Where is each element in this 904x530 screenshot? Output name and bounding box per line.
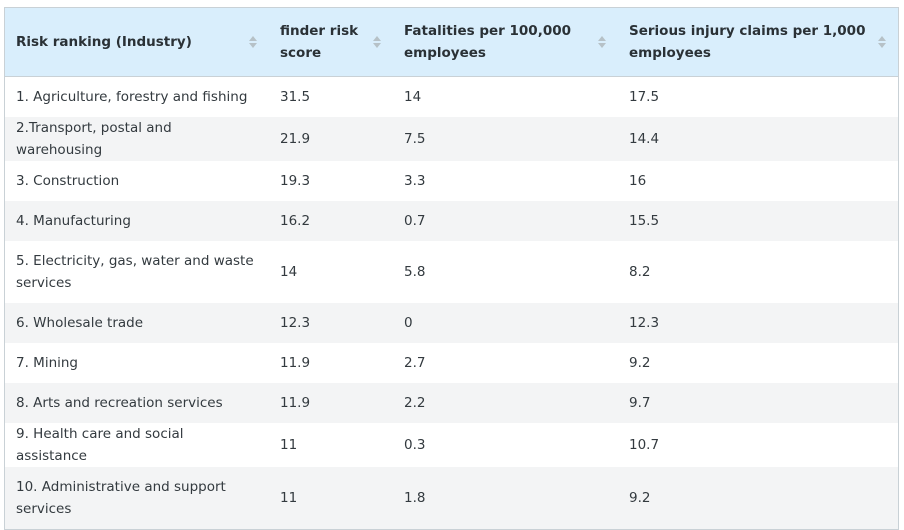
table-header: Risk ranking (Industry) finder risk scor…: [5, 8, 898, 77]
table-row: 6. Wholesale trade 12.3 0 12.3: [5, 302, 898, 343]
cell-industry: 1. Agriculture, forestry and fishing: [5, 76, 269, 117]
column-header-label: finder risk score: [280, 23, 359, 61]
sort-updown-icon[interactable]: [373, 36, 381, 48]
cell-injury-claims: 14.4: [618, 116, 898, 161]
cell-injury-claims: 9.2: [618, 466, 898, 529]
cell-fatalities: 1.8: [393, 466, 618, 529]
cell-fatalities: 14: [393, 76, 618, 117]
cell-industry: 6. Wholesale trade: [5, 302, 269, 343]
cell-injury-claims: 12.3: [618, 302, 898, 343]
cell-injury-claims: 15.5: [618, 200, 898, 241]
cell-industry: 3. Construction: [5, 160, 269, 201]
cell-injury-claims: 16: [618, 160, 898, 201]
cell-injury-claims: 8.2: [618, 240, 898, 303]
header-row: Risk ranking (Industry) finder risk scor…: [5, 8, 898, 77]
cell-risk-score: 16.2: [269, 200, 393, 241]
table-row: 2.Transport, postal and warehousing 21.9…: [5, 116, 898, 161]
column-header-injury-claims[interactable]: Serious injury claims per 1,000 employee…: [618, 8, 898, 77]
column-header-industry[interactable]: Risk ranking (Industry): [5, 8, 269, 77]
cell-risk-score: 11: [269, 422, 393, 467]
cell-risk-score: 14: [269, 240, 393, 303]
cell-industry: 2.Transport, postal and warehousing: [5, 116, 269, 161]
column-header-label: Serious injury claims per 1,000 employee…: [629, 23, 866, 61]
cell-fatalities: 3.3: [393, 160, 618, 201]
cell-fatalities: 5.8: [393, 240, 618, 303]
cell-industry: 10. Administrative and support services: [5, 466, 269, 529]
cell-risk-score: 11: [269, 466, 393, 529]
cell-fatalities: 2.7: [393, 342, 618, 383]
column-header-fatalities[interactable]: Fatalities per 100,000 employees: [393, 8, 618, 77]
table-row: 4. Manufacturing 16.2 0.7 15.5: [5, 200, 898, 241]
industry-risk-table-container: Risk ranking (Industry) finder risk scor…: [4, 7, 899, 530]
cell-fatalities: 0: [393, 302, 618, 343]
column-header-label: Fatalities per 100,000 employees: [404, 23, 571, 61]
cell-fatalities: 2.2: [393, 382, 618, 423]
cell-injury-claims: 9.7: [618, 382, 898, 423]
cell-risk-score: 11.9: [269, 342, 393, 383]
cell-injury-claims: 10.7: [618, 422, 898, 467]
cell-fatalities: 0.3: [393, 422, 618, 467]
cell-industry: 5. Electricity, gas, water and waste ser…: [5, 240, 269, 303]
column-header-risk-score[interactable]: finder risk score: [269, 8, 393, 77]
cell-risk-score: 19.3: [269, 160, 393, 201]
table-row: 9. Health care and social assistance 11 …: [5, 422, 898, 467]
cell-industry: 4. Manufacturing: [5, 200, 269, 241]
cell-risk-score: 21.9: [269, 116, 393, 161]
cell-industry: 9. Health care and social assistance: [5, 422, 269, 467]
sort-updown-icon[interactable]: [598, 36, 606, 48]
table-row: 7. Mining 11.9 2.7 9.2: [5, 342, 898, 383]
cell-injury-claims: 17.5: [618, 76, 898, 117]
table-row: 5. Electricity, gas, water and waste ser…: [5, 240, 898, 303]
cell-fatalities: 0.7: [393, 200, 618, 241]
table-row: 1. Agriculture, forestry and fishing 31.…: [5, 76, 898, 117]
sort-updown-icon[interactable]: [249, 36, 257, 48]
cell-risk-score: 11.9: [269, 382, 393, 423]
industry-risk-table: Risk ranking (Industry) finder risk scor…: [5, 8, 898, 529]
cell-fatalities: 7.5: [393, 116, 618, 161]
cell-industry: 8. Arts and recreation services: [5, 382, 269, 423]
table-row: 3. Construction 19.3 3.3 16: [5, 160, 898, 201]
cell-risk-score: 31.5: [269, 76, 393, 117]
cell-industry: 7. Mining: [5, 342, 269, 383]
column-header-label: Risk ranking (Industry): [16, 34, 192, 50]
table-body: 1. Agriculture, forestry and fishing 31.…: [5, 76, 898, 529]
table-row: 10. Administrative and support services …: [5, 466, 898, 529]
cell-injury-claims: 9.2: [618, 342, 898, 383]
table-row: 8. Arts and recreation services 11.9 2.2…: [5, 382, 898, 423]
sort-updown-icon[interactable]: [878, 36, 886, 48]
cell-risk-score: 12.3: [269, 302, 393, 343]
